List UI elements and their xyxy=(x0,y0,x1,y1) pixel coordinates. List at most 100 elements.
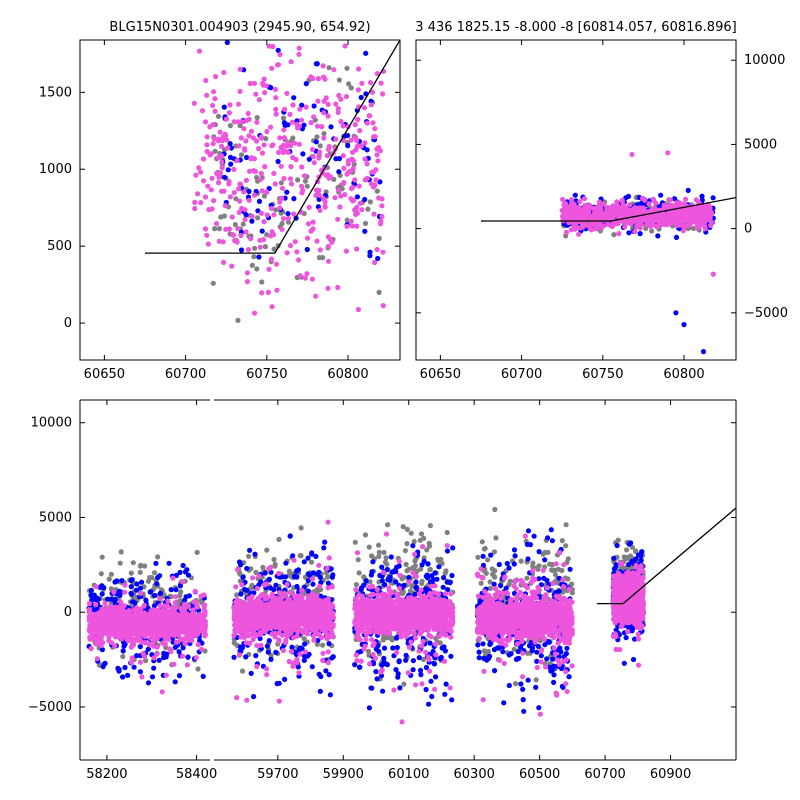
data-point xyxy=(194,604,200,610)
data-point xyxy=(141,602,147,608)
data-point xyxy=(673,234,680,240)
data-point xyxy=(108,606,114,612)
data-point xyxy=(179,620,185,626)
data-point xyxy=(303,626,309,632)
data-point xyxy=(369,569,375,575)
data-point xyxy=(271,246,277,252)
data-point xyxy=(284,250,290,256)
data-point xyxy=(243,177,249,183)
data-point xyxy=(317,149,323,155)
data-point xyxy=(297,106,303,112)
data-point xyxy=(254,266,260,272)
data-point xyxy=(258,618,265,624)
data-point xyxy=(208,187,214,193)
data-point xyxy=(276,638,282,644)
data-point xyxy=(380,688,386,694)
data-point xyxy=(294,656,300,663)
data-point xyxy=(289,119,296,125)
data-point xyxy=(227,123,233,129)
data-point xyxy=(300,599,306,605)
data-point xyxy=(374,188,380,194)
data-point xyxy=(316,607,322,613)
data-point xyxy=(299,587,305,594)
data-point xyxy=(671,196,678,202)
x-tick-label: 60800 xyxy=(327,367,368,382)
data-point xyxy=(154,644,160,650)
data-point xyxy=(231,166,237,172)
data-point xyxy=(449,572,455,579)
data-point xyxy=(202,611,208,617)
data-point xyxy=(226,226,232,232)
data-point xyxy=(708,209,714,215)
data-point xyxy=(185,654,191,660)
data-point xyxy=(320,650,326,656)
data-point xyxy=(251,80,258,86)
data-point xyxy=(235,226,241,232)
data-point xyxy=(565,205,571,211)
data-point xyxy=(275,158,281,165)
data-point xyxy=(577,199,583,205)
data-point xyxy=(228,161,234,167)
data-point xyxy=(263,593,269,599)
data-point xyxy=(219,138,226,144)
data-point xyxy=(221,188,227,194)
data-point xyxy=(366,705,372,711)
data-point xyxy=(244,154,250,161)
data-point xyxy=(132,612,138,618)
data-point xyxy=(587,203,593,209)
data-point xyxy=(266,566,272,572)
data-point xyxy=(139,639,145,645)
data-point xyxy=(179,579,186,585)
data-point xyxy=(99,647,105,653)
data-point xyxy=(271,212,277,218)
data-point xyxy=(128,584,134,590)
data-point xyxy=(232,616,239,623)
data-point xyxy=(352,177,358,183)
data-point xyxy=(613,220,619,226)
data-point xyxy=(87,636,93,642)
data-point xyxy=(88,592,94,598)
data-point xyxy=(315,123,321,129)
data-point xyxy=(216,180,222,186)
x-tick-label: 60650 xyxy=(84,367,125,382)
data-point xyxy=(362,220,369,226)
data-point xyxy=(354,246,360,252)
data-point xyxy=(271,587,277,593)
data-point xyxy=(305,555,311,561)
data-point xyxy=(330,572,336,578)
data-point xyxy=(327,619,333,625)
data-point xyxy=(137,669,143,675)
data-point xyxy=(661,214,668,220)
data-point xyxy=(210,102,216,109)
data-point xyxy=(640,195,646,201)
data-point xyxy=(243,138,249,144)
data-point xyxy=(212,96,218,102)
data-point xyxy=(210,141,216,147)
data-point xyxy=(584,215,590,221)
data-point xyxy=(193,655,199,661)
data-point xyxy=(277,51,283,58)
data-point xyxy=(563,229,570,235)
data-point xyxy=(93,601,99,608)
data-point xyxy=(209,175,215,181)
data-point xyxy=(246,133,252,139)
data-point xyxy=(286,610,292,616)
data-point xyxy=(657,216,663,222)
data-point xyxy=(296,45,302,51)
data-point xyxy=(117,560,123,566)
data-point xyxy=(344,171,350,177)
data-point xyxy=(99,626,105,633)
data-point xyxy=(687,220,694,226)
data-point xyxy=(367,199,373,205)
data-point xyxy=(357,128,363,134)
data-point xyxy=(581,196,588,202)
data-point xyxy=(352,122,358,128)
data-point xyxy=(354,194,360,200)
data-point xyxy=(125,637,131,644)
data-point xyxy=(372,126,378,132)
data-point xyxy=(128,644,134,650)
data-point xyxy=(682,223,688,229)
data-point xyxy=(193,172,199,178)
data-point xyxy=(161,650,167,657)
data-point xyxy=(222,203,228,209)
